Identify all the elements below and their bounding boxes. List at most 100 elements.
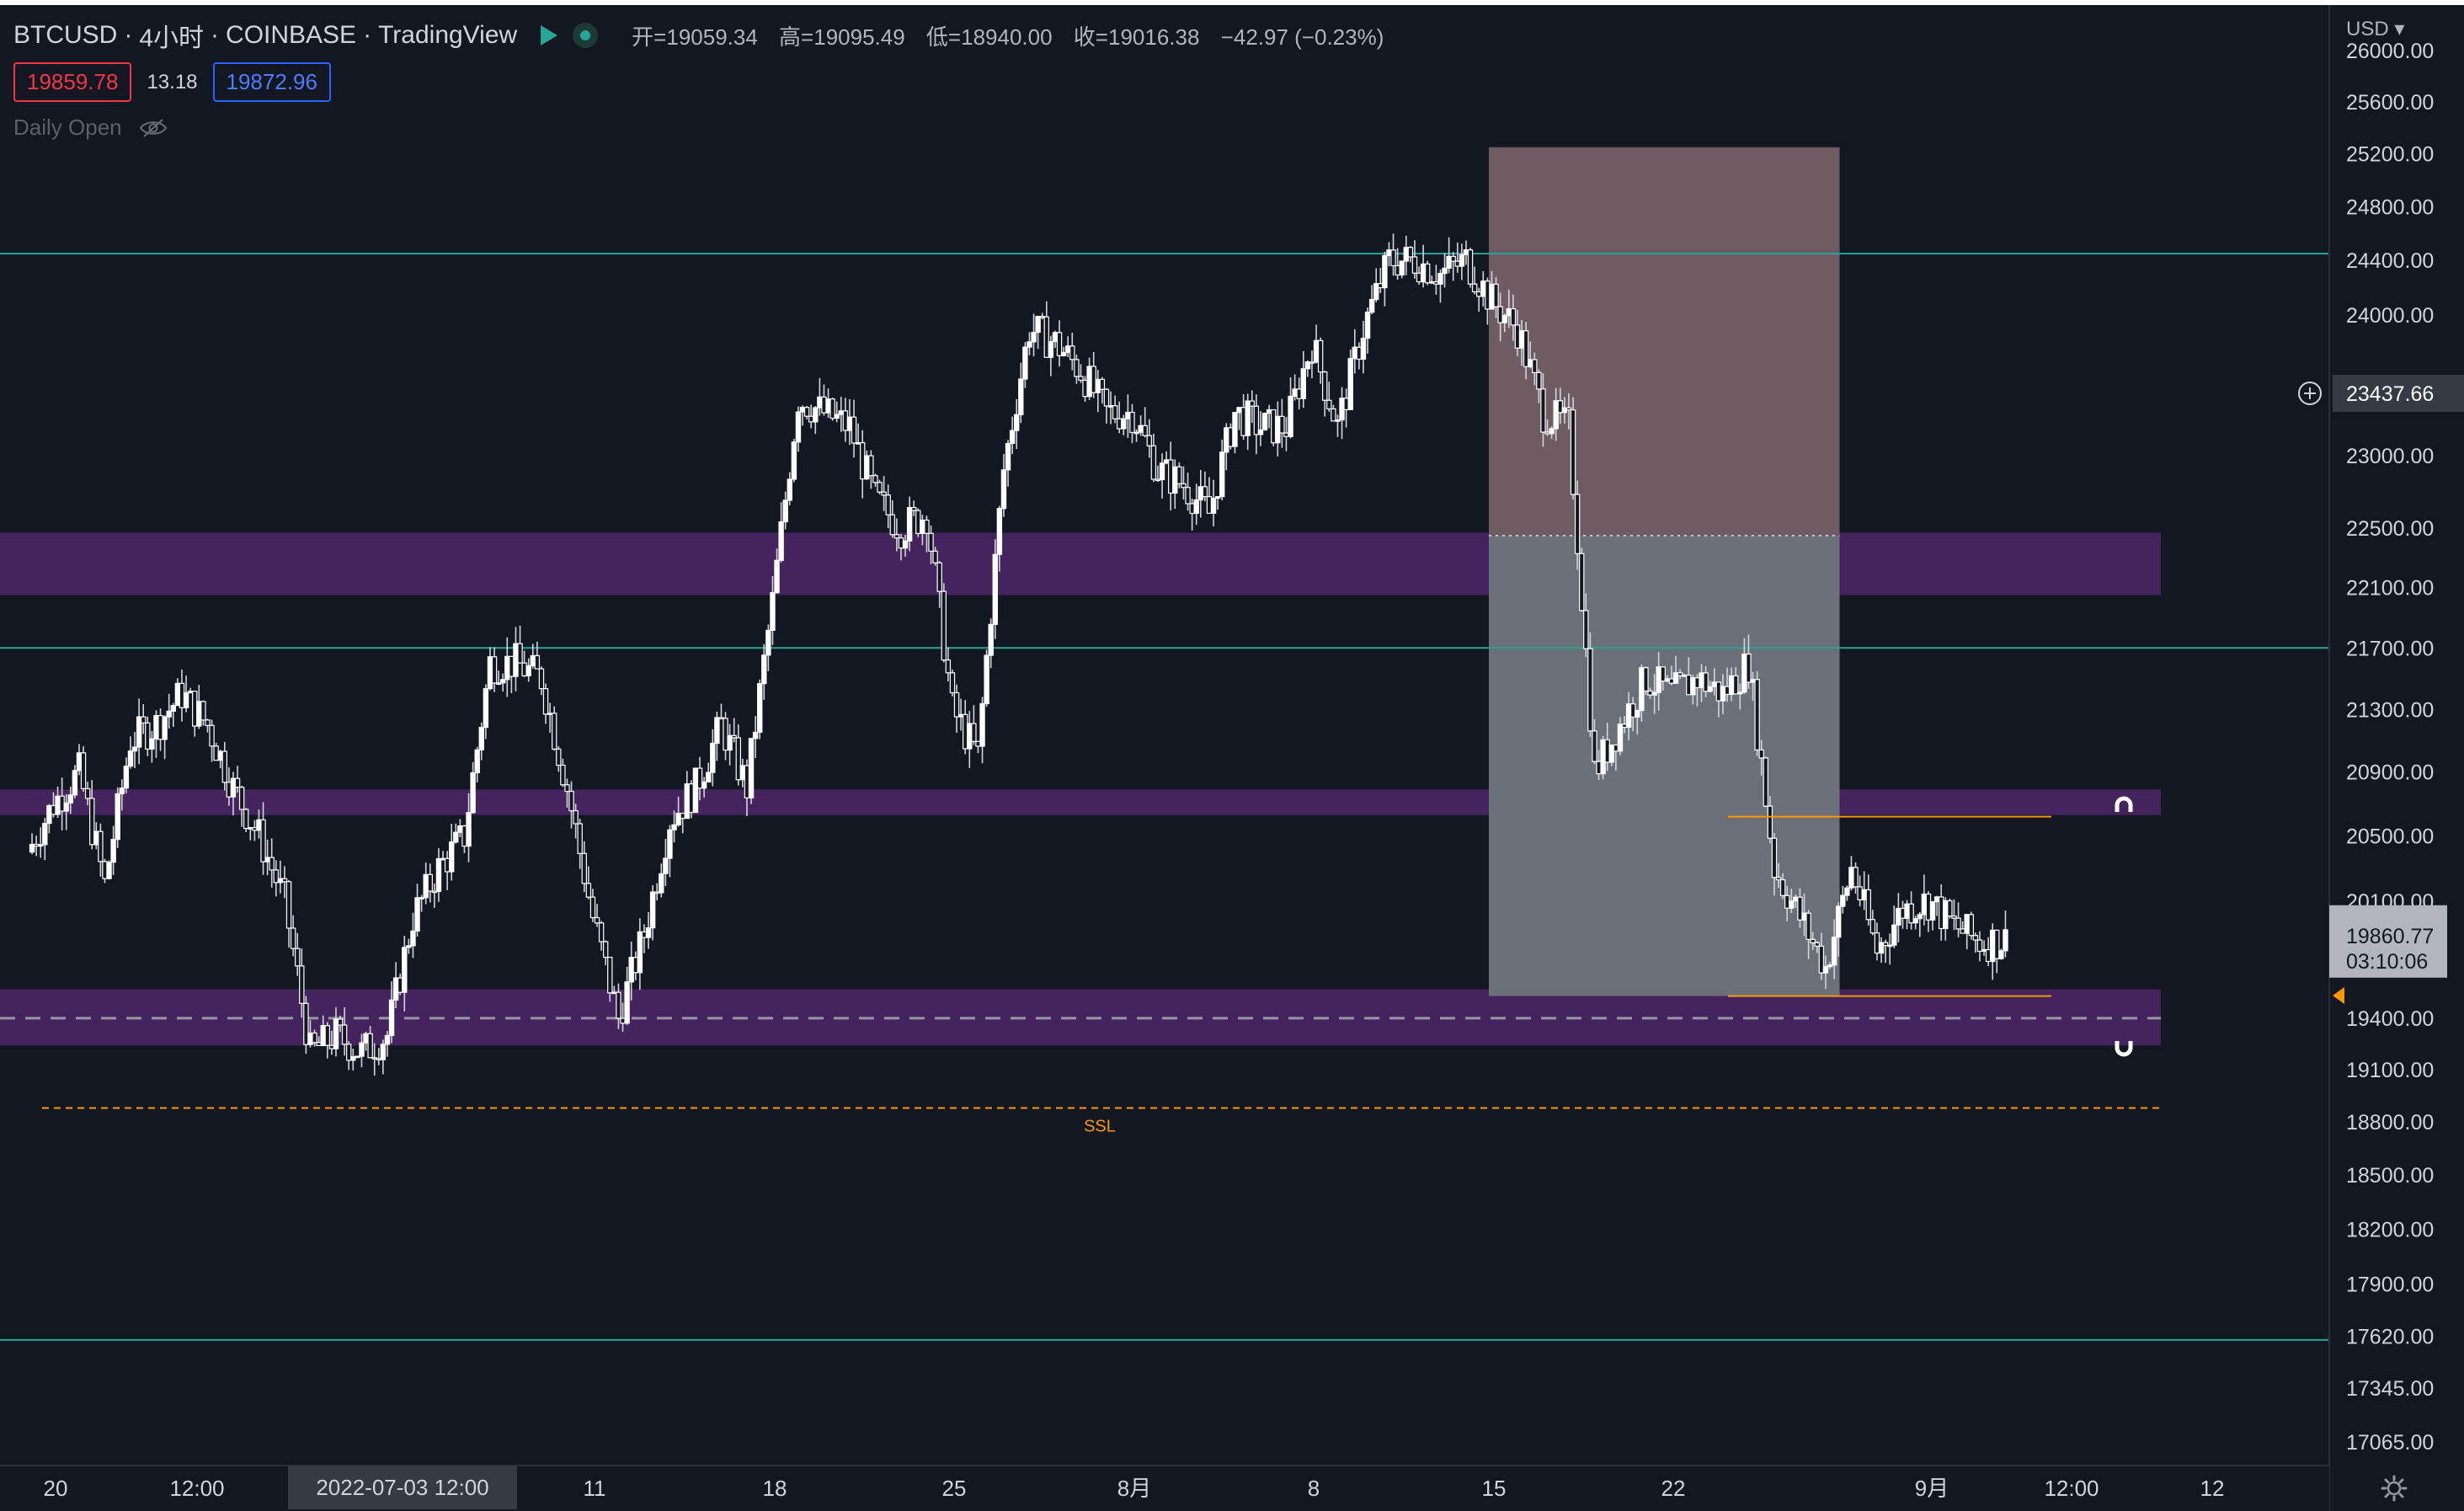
candle-body [1074,359,1080,377]
candle-body [1416,272,1422,283]
indicator-name[interactable]: Daily Open [13,115,122,140]
magnet-up-icon[interactable] [2115,796,2133,812]
candle-body [521,662,527,677]
candle-body [1309,361,1315,364]
candle-body [589,896,596,919]
candle-body [166,710,172,718]
candle-body [1549,428,1555,435]
candle-body [509,655,515,677]
candle-body [1433,280,1439,285]
candle-body [1639,667,1645,712]
candle-body [731,734,737,739]
flag-icon[interactable] [541,25,558,45]
candle-body [1159,462,1165,481]
candle-body [654,891,660,894]
ssl-label: SSL [1084,1117,1116,1135]
candle-body [1420,263,1427,283]
crosshair-price-box [2333,375,2464,413]
candle-body [1917,914,1923,920]
candle-body [1249,400,1255,407]
candle-body [1925,893,1932,921]
candle-body [269,857,275,871]
candle-body [1099,378,1106,390]
candle-body [868,455,874,477]
candle-body [902,540,909,549]
candle-body [585,883,592,898]
settings-gear-icon[interactable] [2380,1474,2408,1503]
candle-body [1908,903,1914,924]
candle-body [1339,398,1345,421]
ohlc-readout: 开=19059.34 高=19095.49 低=18940.00 收=19016… [632,20,1399,51]
candle-body [782,499,788,523]
symbol-name[interactable]: BTCUSD [13,21,118,49]
candle-body [1929,901,1936,921]
candle-body [1343,398,1349,411]
candle-body [564,784,570,793]
candle-body [487,656,493,690]
currency-selector[interactable]: USD ▾ [2346,18,2405,40]
price-tick-label: 17900.00 [2346,1273,2434,1297]
candle-body [692,767,699,814]
time-tick-label: 8 [1308,1476,1320,1501]
candle-body [1129,411,1135,434]
candle-body [851,416,857,444]
eye-hidden-icon[interactable] [139,118,168,138]
candle-body [1266,408,1272,414]
candle-body [872,475,878,483]
legend-separator: · [124,21,133,49]
candle-body [427,873,433,892]
candle-body [953,691,960,718]
candle-body [1651,691,1657,696]
time-tick-label: 12 [2200,1476,2225,1501]
candle-body [778,521,784,561]
candle-body [1022,346,1028,380]
candle-body [979,702,985,747]
candle-body [89,798,95,846]
candle-body [1570,409,1576,495]
candle-body [834,414,840,419]
candle-body [547,713,553,715]
candle-body [1754,679,1760,751]
candle-body [264,857,270,862]
candle-body [38,844,44,847]
candle-body [637,931,643,974]
candle-body [538,668,545,690]
candle-body [1356,346,1363,360]
candle-body [307,1032,313,1045]
candle-body [1797,896,1803,921]
candle-body [402,947,408,993]
candle-body [1189,503,1195,515]
candle-body [1822,965,1829,974]
candle-body [1035,316,1041,334]
candle-body [688,783,695,814]
candle-body [517,643,523,664]
candle-body [1364,312,1371,339]
candle-body [1065,345,1071,354]
magnet-down-icon[interactable] [2115,1041,2133,1057]
candle-body [1112,405,1118,419]
candle-body [1600,739,1606,775]
candle-body [560,764,566,786]
candle-body [1711,681,1717,687]
candle-body [1510,307,1517,326]
window-top-bar [0,0,2464,5]
sell-button[interactable]: 19859.78 [13,62,132,102]
candle-body [1506,307,1512,317]
buy-button[interactable]: 19872.96 [212,62,331,102]
candle-body [243,809,249,830]
candle-body [632,957,638,974]
time-tick-label: 12:00 [2044,1476,2099,1501]
interval-label[interactable]: 4小时 [139,24,205,52]
candle-body [1518,330,1525,349]
candle-body [1784,894,1790,909]
candle-body [252,827,258,831]
add-alert-icon[interactable] [2296,380,2323,407]
magnet-shape [2115,796,2133,812]
candle-body [1493,283,1499,307]
candle-body [817,396,823,408]
candle-body [1275,415,1281,444]
candle-body [620,1017,626,1024]
candle-body [1150,445,1157,480]
candle-body [1407,247,1414,258]
